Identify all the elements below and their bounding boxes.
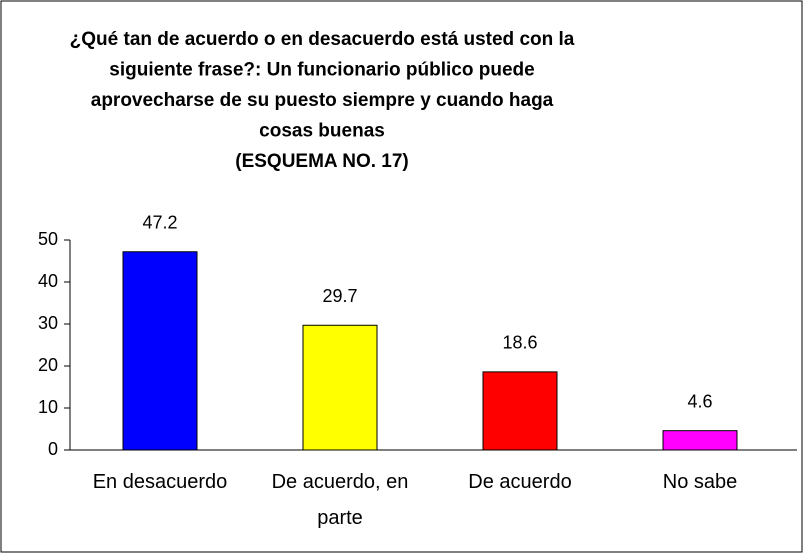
chart-subtitle: (ESQUEMA NO. 17) [235,151,409,172]
x-tick-label: De acuerdo [468,471,572,493]
x-tick-label: De acuerdo, en parte [271,471,409,529]
chart-title: cosas buenas [259,121,385,142]
bar [122,251,198,451]
y-tick-label: 20 [38,355,58,375]
y-tick-label: 40 [38,271,58,291]
y-tick-label: 50 [38,229,58,249]
bar [302,324,378,451]
value-label: 18.6 [502,333,537,353]
chart-title: ¿Qué tan de acuerdo o en desacuerdo está… [70,29,575,50]
x-tick-label: No sabe [662,471,738,493]
chart-title: aprovecharse de su puesto siempre y cuan… [91,90,554,111]
bar [662,430,738,451]
value-label: 29.7 [322,286,357,306]
y-tick-label: 0 [48,439,58,459]
chart-title: siguiente frase?: Un funcionario público… [109,60,534,81]
y-tick-label: 10 [38,397,58,417]
x-tick-label: En desacuerdo [92,471,228,493]
y-tick-label: 30 [38,313,58,333]
value-label: 47.2 [142,213,177,233]
bar [482,371,558,451]
value-label: 4.6 [687,391,712,411]
